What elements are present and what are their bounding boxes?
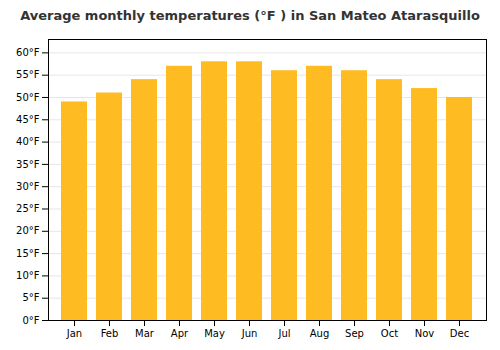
svg-text:Jun: Jun bbox=[241, 328, 258, 339]
svg-text:Sep: Sep bbox=[345, 328, 364, 339]
svg-text:Jul: Jul bbox=[277, 328, 290, 339]
html-text:Average monthly temperatures (: Average monthly temperatures (°F ) in Sa… bbox=[20, 8, 480, 23]
svg-text:Aug: Aug bbox=[310, 328, 330, 339]
svg-text:55°F: 55°F bbox=[16, 69, 40, 80]
svg-text:20°F: 20°F bbox=[16, 225, 40, 236]
svg-text:Apr: Apr bbox=[171, 328, 189, 339]
svg-text:Nov: Nov bbox=[415, 328, 435, 339]
svg-text:5°F: 5°F bbox=[22, 292, 39, 303]
svg-text:Oct: Oct bbox=[381, 328, 398, 339]
svg-text:15°F: 15°F bbox=[16, 248, 40, 259]
svg-text:10°F: 10°F bbox=[16, 270, 40, 281]
svg-text:40°F: 40°F bbox=[16, 136, 40, 147]
svg-text:30°F: 30°F bbox=[16, 181, 40, 192]
svg-text:Mar: Mar bbox=[135, 328, 155, 339]
svg-text:25°F: 25°F bbox=[16, 203, 40, 214]
svg-text:45°F: 45°F bbox=[16, 114, 40, 125]
svg-text:May: May bbox=[204, 328, 225, 339]
svg-text:60°F: 60°F bbox=[16, 47, 40, 58]
svg-text:35°F: 35°F bbox=[16, 159, 40, 170]
svg-text:0°F: 0°F bbox=[22, 315, 39, 326]
svg-text:Dec: Dec bbox=[450, 328, 469, 339]
svg-text:Feb: Feb bbox=[101, 328, 119, 339]
svg-text:Jan: Jan bbox=[66, 328, 82, 339]
svg-text:50°F: 50°F bbox=[16, 92, 40, 103]
